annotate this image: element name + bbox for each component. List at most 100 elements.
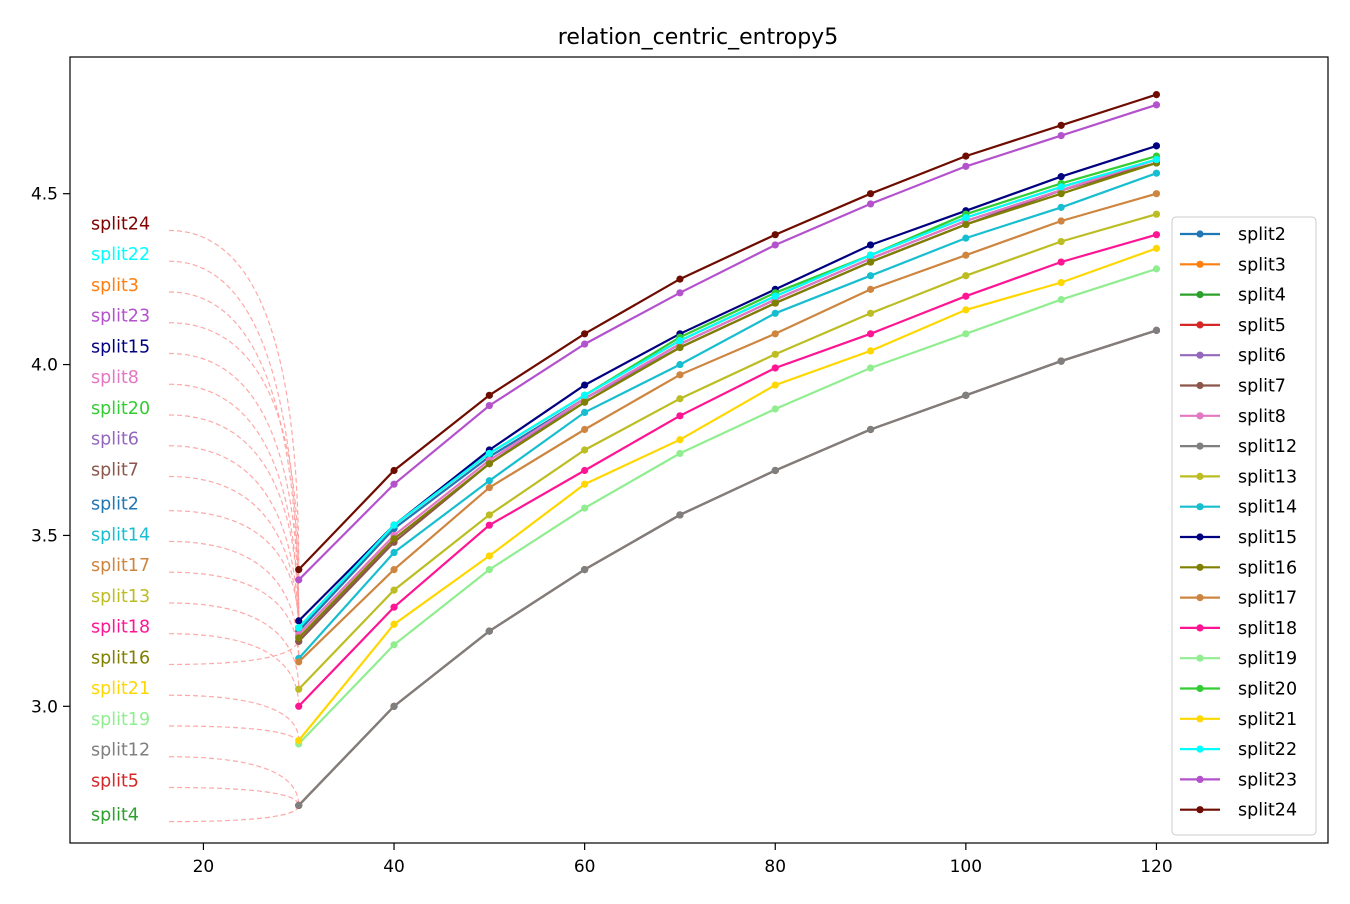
data-point xyxy=(581,480,589,488)
data-point xyxy=(390,603,398,611)
data-point xyxy=(1057,296,1065,304)
data-point xyxy=(1057,278,1065,287)
annotation-label: split2 xyxy=(91,495,139,515)
data-point xyxy=(390,702,398,710)
annotation-label: split8 xyxy=(91,368,139,388)
annotation-label: split6 xyxy=(91,430,139,450)
data-point xyxy=(676,436,684,444)
data-point xyxy=(1152,101,1161,109)
data-point xyxy=(866,285,875,293)
data-point xyxy=(295,624,303,632)
series-line xyxy=(297,158,1157,636)
legend-swatch-marker xyxy=(1196,745,1204,753)
data-point xyxy=(866,190,875,198)
legend-label: split13 xyxy=(1238,467,1297,487)
series-line xyxy=(297,144,1157,622)
chart-title: relation_centric_entropy5 xyxy=(558,25,838,50)
data-point xyxy=(962,251,970,259)
y-tick-label: 3.0 xyxy=(31,697,58,717)
data-point xyxy=(390,466,398,475)
data-point xyxy=(485,477,493,485)
data-point xyxy=(1057,258,1065,266)
annotation-connector xyxy=(168,805,300,823)
legend-label: split20 xyxy=(1238,680,1297,700)
legend: split2 split3 split4 split5 split6 split7 spli… xyxy=(1171,216,1317,836)
legend-swatch-marker xyxy=(1196,412,1204,420)
annotation-label: split21 xyxy=(91,679,150,699)
data-point xyxy=(962,220,970,229)
legend-label: split16 xyxy=(1238,558,1297,578)
data-point xyxy=(485,511,493,519)
data-point xyxy=(295,658,303,666)
series-line xyxy=(297,172,1157,660)
data-point xyxy=(295,566,303,574)
series-split13 xyxy=(295,210,1161,693)
series-line xyxy=(297,233,1157,708)
data-point xyxy=(1057,121,1065,129)
series-split18 xyxy=(295,231,1161,710)
data-point xyxy=(866,364,875,372)
data-point xyxy=(485,460,493,468)
data-point xyxy=(390,641,398,649)
data-point xyxy=(581,330,589,338)
data-point xyxy=(771,299,779,307)
legend-swatch-marker xyxy=(1196,260,1204,268)
annotation-label: split15 xyxy=(91,337,150,357)
series-line xyxy=(297,329,1157,807)
data-point xyxy=(485,627,493,635)
data-point xyxy=(1152,231,1161,239)
annotation-label: split24 xyxy=(91,214,150,234)
data-point xyxy=(390,566,398,574)
annotation-label: split7 xyxy=(91,461,139,481)
legend-swatch-marker xyxy=(1196,442,1204,450)
data-point xyxy=(581,408,589,417)
annotation-label: split18 xyxy=(91,618,150,638)
legend-swatch-marker xyxy=(1196,715,1204,723)
series-split4 xyxy=(295,326,1161,810)
legend-label: split5 xyxy=(1238,316,1286,336)
annotation-connector xyxy=(168,229,300,570)
annotation-label: split13 xyxy=(91,587,150,607)
data-point xyxy=(771,466,779,475)
data-point xyxy=(295,801,303,810)
legend-swatch-marker xyxy=(1196,472,1204,480)
data-point xyxy=(771,330,779,338)
annotation-label: split5 xyxy=(91,771,139,791)
data-point xyxy=(485,521,493,529)
data-point xyxy=(295,634,303,642)
data-point xyxy=(771,350,779,358)
annotation-label: split12 xyxy=(91,741,150,761)
annotation-connector xyxy=(168,414,300,628)
legend-label: split8 xyxy=(1238,407,1286,427)
legend-box xyxy=(1171,216,1317,836)
data-point xyxy=(1152,244,1161,252)
legend-swatch-marker xyxy=(1196,503,1204,511)
data-point xyxy=(485,552,493,560)
data-point xyxy=(676,449,684,458)
data-point xyxy=(1152,155,1161,164)
series-line xyxy=(297,161,1157,639)
data-point xyxy=(676,371,684,379)
data-point xyxy=(295,576,303,584)
data-point xyxy=(1152,169,1161,177)
legend-label: split15 xyxy=(1238,528,1297,548)
legend-swatch-marker xyxy=(1196,230,1204,238)
legend-swatch-marker xyxy=(1196,381,1204,390)
data-point xyxy=(771,405,779,413)
data-point xyxy=(771,381,779,389)
data-point xyxy=(1057,183,1065,191)
data-point xyxy=(676,412,684,420)
data-point xyxy=(962,214,970,222)
legend-swatch-marker xyxy=(1196,351,1204,359)
series-line xyxy=(297,213,1157,690)
series-split21 xyxy=(295,244,1161,745)
data-point xyxy=(295,736,303,745)
annotation-label: split16 xyxy=(91,648,150,668)
annotation-label: split14 xyxy=(91,525,150,545)
annotation-connector xyxy=(168,694,300,741)
legend-label: split3 xyxy=(1238,255,1286,275)
legend-swatch-marker xyxy=(1196,321,1204,329)
annotation-connector xyxy=(168,633,300,707)
series-line xyxy=(297,158,1157,629)
